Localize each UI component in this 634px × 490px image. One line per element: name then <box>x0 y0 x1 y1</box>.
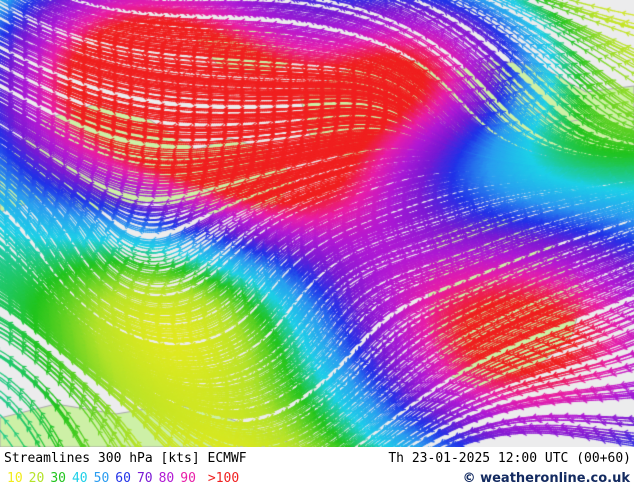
copyright-notice[interactable]: © weatheronline.co.uk <box>462 471 630 486</box>
legend-value-50: 50 <box>93 471 110 486</box>
legend-value-110: >100 <box>207 471 240 486</box>
footer-legend-row: 10 20 30 40 50 60 70 80 90 >100 © weatheronline.c… <box>0 469 634 489</box>
legend-value-60: 60 <box>115 471 131 486</box>
map-footer: Streamlines 300 hPa [kts] ECMWF Th 23-01… <box>0 447 634 490</box>
legend-value-70: 70 <box>136 471 153 486</box>
wind-speed-legend: 10 20 30 40 50 60 70 80 90 >100 <box>7 469 239 489</box>
streamline-map[interactable] <box>0 0 634 447</box>
footer-title-row: Streamlines 300 hPa [kts] ECMWF Th 23-01… <box>0 449 634 468</box>
legend-value-90: 90 <box>180 471 196 486</box>
product-title: Streamlines 300 hPa [kts] ECMWF <box>4 451 247 466</box>
legend-value-20: 20 <box>28 471 45 486</box>
legend-value-10: 10 <box>7 471 23 486</box>
legend-value-30: 30 <box>50 471 66 486</box>
streamline-map-canvas[interactable] <box>0 0 634 447</box>
valid-datetime: Th 23-01-2025 12:00 UTC (00+60) <box>388 451 631 466</box>
legend-value-40: 40 <box>71 471 88 486</box>
legend-value-80: 80 <box>158 471 175 486</box>
